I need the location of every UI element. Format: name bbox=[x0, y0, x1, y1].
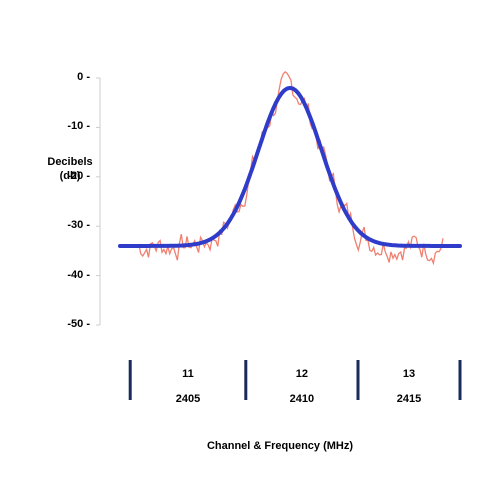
noisy-trace bbox=[137, 72, 443, 263]
y-axis-label-line1: Decibels bbox=[47, 156, 92, 168]
channel-number: 12 bbox=[272, 368, 332, 380]
y-tick-label: -50 - bbox=[60, 318, 90, 330]
channel-number: 11 bbox=[158, 368, 218, 380]
y-tick-label: -30 - bbox=[60, 219, 90, 231]
x-axis-label: Channel & Frequency (MHz) bbox=[150, 440, 410, 452]
y-tick-label: -20 - bbox=[60, 170, 90, 182]
frequency-value: 2405 bbox=[158, 393, 218, 405]
smooth-trace bbox=[120, 88, 460, 246]
frequency-value: 2415 bbox=[379, 393, 439, 405]
y-tick-label: -10 - bbox=[60, 120, 90, 132]
frequency-value: 2410 bbox=[272, 393, 332, 405]
y-tick-label: 0 - bbox=[60, 71, 90, 83]
y-tick-label: -40 - bbox=[60, 269, 90, 281]
channel-number: 13 bbox=[379, 368, 439, 380]
